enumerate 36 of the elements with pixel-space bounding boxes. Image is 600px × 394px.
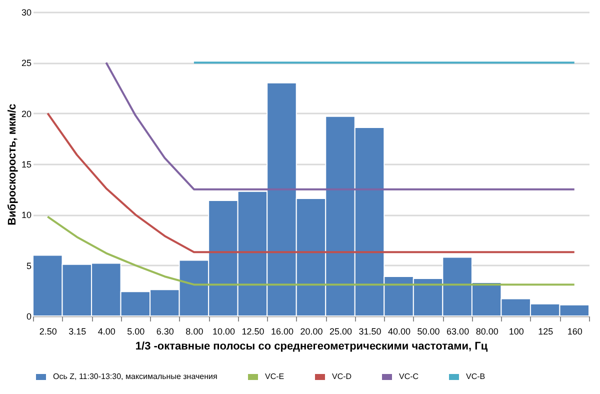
line-series (105, 62, 576, 190)
line-series (46, 112, 576, 254)
legend-label: VC-D (332, 372, 352, 381)
x-tick-label: 8.00 (186, 326, 204, 336)
x-tick-label: 80.00 (476, 326, 498, 336)
line-series (46, 216, 576, 286)
x-tick-label: 3.15 (68, 326, 86, 336)
x-tick-label: 31.50 (358, 326, 382, 336)
x-tick-label: 16.00 (270, 326, 294, 336)
y-tick-label: 10 (21, 210, 32, 220)
y-tick-label: 5 (26, 260, 32, 271)
x-tick-label: 25.00 (330, 326, 352, 336)
x-tick-label: 40.00 (388, 326, 411, 336)
legend-label: VC-C (399, 372, 419, 381)
x-tick-label: 10.00 (212, 326, 235, 336)
x-tick-label: 63.00 (446, 326, 470, 336)
x-tick-label: 12.50 (242, 326, 264, 336)
x-tick-label: 6.30 (156, 326, 174, 336)
legend-label: VC-B (466, 372, 486, 381)
x-tick-label: 5.00 (127, 326, 145, 336)
x-tick-label: 50.00 (417, 326, 440, 336)
legend-label: Ось Z, 11:30-13:30, максимальные значения (53, 372, 218, 381)
x-tick-label: 2.50 (39, 326, 57, 336)
y-tick-label: 20 (21, 108, 32, 119)
x-tick-label: 100 (508, 326, 524, 336)
y-tick-label: 0 (26, 312, 32, 322)
x-tick-label: 4.00 (98, 326, 116, 336)
x-tick-label: 125 (538, 326, 554, 336)
y-axis-title: Виброскорость, мкм/с (6, 104, 18, 226)
x-tick-label: 160 (567, 326, 582, 336)
x-tick-label: 20.00 (300, 326, 323, 336)
y-tick-label: 15 (21, 160, 32, 170)
y-tick-label: 30 (21, 8, 32, 18)
legend-label: VC-E (265, 372, 284, 381)
y-tick-label: 25 (21, 58, 32, 68)
x-axis-title: 1/3 -октавные полосы со среднегеометрическими частотами, Гц (135, 340, 488, 352)
